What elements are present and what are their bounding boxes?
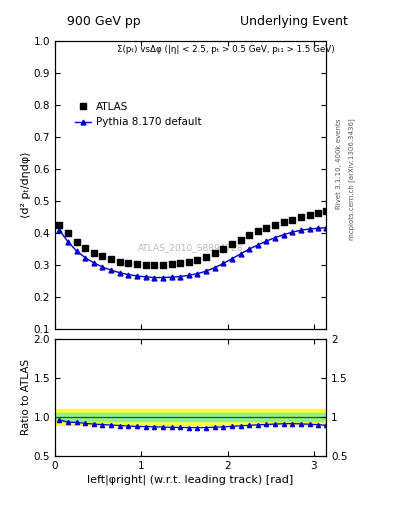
Pythia 8.170 default xyxy=(109,267,114,273)
Pythia 8.170 default xyxy=(169,274,174,280)
Pythia 8.170 default xyxy=(230,255,234,262)
ATLAS xyxy=(57,222,62,228)
ATLAS xyxy=(204,253,208,260)
Pythia 8.170 default xyxy=(92,260,96,266)
ATLAS xyxy=(169,261,174,267)
Text: Underlying Event: Underlying Event xyxy=(240,15,347,28)
Pythia 8.170 default xyxy=(100,264,105,270)
ATLAS xyxy=(109,256,114,262)
ATLAS xyxy=(212,250,217,257)
Text: 900 GeV pp: 900 GeV pp xyxy=(67,15,141,28)
ATLAS xyxy=(74,239,79,245)
Y-axis label: Ratio to ATLAS: Ratio to ATLAS xyxy=(21,359,31,435)
ATLAS xyxy=(316,210,321,217)
Pythia 8.170 default xyxy=(290,229,295,235)
ATLAS xyxy=(143,262,148,268)
ATLAS xyxy=(92,249,96,255)
Pythia 8.170 default xyxy=(255,242,260,248)
Bar xyxy=(55,413,326,421)
ATLAS xyxy=(186,259,191,265)
Pythia 8.170 default xyxy=(221,261,226,267)
Pythia 8.170 default xyxy=(126,271,131,278)
Line: ATLAS: ATLAS xyxy=(56,208,329,268)
Pythia 8.170 default xyxy=(307,226,312,232)
Legend: ATLAS, Pythia 8.170 default: ATLAS, Pythia 8.170 default xyxy=(71,98,206,132)
ATLAS xyxy=(299,214,303,220)
ATLAS xyxy=(238,237,243,243)
Pythia 8.170 default xyxy=(57,227,62,233)
Pythia 8.170 default xyxy=(273,234,277,241)
ATLAS xyxy=(135,261,140,267)
Pythia 8.170 default xyxy=(152,274,157,281)
ATLAS xyxy=(83,245,88,251)
Pythia 8.170 default xyxy=(186,272,191,279)
ATLAS xyxy=(247,232,252,239)
Pythia 8.170 default xyxy=(204,268,208,274)
ATLAS xyxy=(195,257,200,263)
Pythia 8.170 default xyxy=(324,225,329,231)
Line: Pythia 8.170 default: Pythia 8.170 default xyxy=(57,225,329,280)
Pythia 8.170 default xyxy=(281,231,286,238)
Pythia 8.170 default xyxy=(74,248,79,254)
Pythia 8.170 default xyxy=(66,239,70,245)
Bar xyxy=(55,409,326,424)
Pythia 8.170 default xyxy=(118,270,122,276)
ATLAS xyxy=(324,208,329,214)
ATLAS xyxy=(161,262,165,268)
Pythia 8.170 default xyxy=(83,254,88,261)
ATLAS xyxy=(118,259,122,265)
Pythia 8.170 default xyxy=(161,274,165,281)
Pythia 8.170 default xyxy=(247,246,252,252)
Pythia 8.170 default xyxy=(195,271,200,277)
Pythia 8.170 default xyxy=(143,274,148,280)
ATLAS xyxy=(126,260,131,266)
ATLAS xyxy=(66,230,70,236)
Text: Rivet 3.1.10, 400k events: Rivet 3.1.10, 400k events xyxy=(336,119,342,209)
Pythia 8.170 default xyxy=(299,227,303,233)
ATLAS xyxy=(273,222,277,228)
Pythia 8.170 default xyxy=(238,251,243,257)
ATLAS xyxy=(307,212,312,218)
Pythia 8.170 default xyxy=(135,273,140,279)
ATLAS xyxy=(230,241,234,247)
ATLAS xyxy=(281,219,286,225)
Pythia 8.170 default xyxy=(178,273,182,280)
ATLAS xyxy=(221,246,226,252)
ATLAS xyxy=(178,260,182,266)
Pythia 8.170 default xyxy=(264,238,269,244)
ATLAS xyxy=(264,225,269,231)
Pythia 8.170 default xyxy=(316,225,321,231)
ATLAS xyxy=(255,228,260,234)
Text: mcplots.cern.ch [arXiv:1306.3436]: mcplots.cern.ch [arXiv:1306.3436] xyxy=(348,118,355,240)
ATLAS xyxy=(152,262,157,268)
Text: Σ(pₜ) vsΔφ (|η| < 2.5, pₜ > 0.5 GeV, pₜ₁ > 1.5 GeV): Σ(pₜ) vsΔφ (|η| < 2.5, pₜ > 0.5 GeV, pₜ₁… xyxy=(118,45,335,54)
ATLAS xyxy=(290,217,295,223)
Pythia 8.170 default xyxy=(212,265,217,271)
Y-axis label: ⟨d² pₜ/dηdφ⟩: ⟨d² pₜ/dηdφ⟩ xyxy=(21,152,31,218)
Text: ATLAS_2010_S8894728: ATLAS_2010_S8894728 xyxy=(138,244,243,252)
X-axis label: left|φright| (w.r.t. leading track) [rad]: left|φright| (w.r.t. leading track) [rad… xyxy=(88,475,294,485)
ATLAS xyxy=(100,253,105,260)
